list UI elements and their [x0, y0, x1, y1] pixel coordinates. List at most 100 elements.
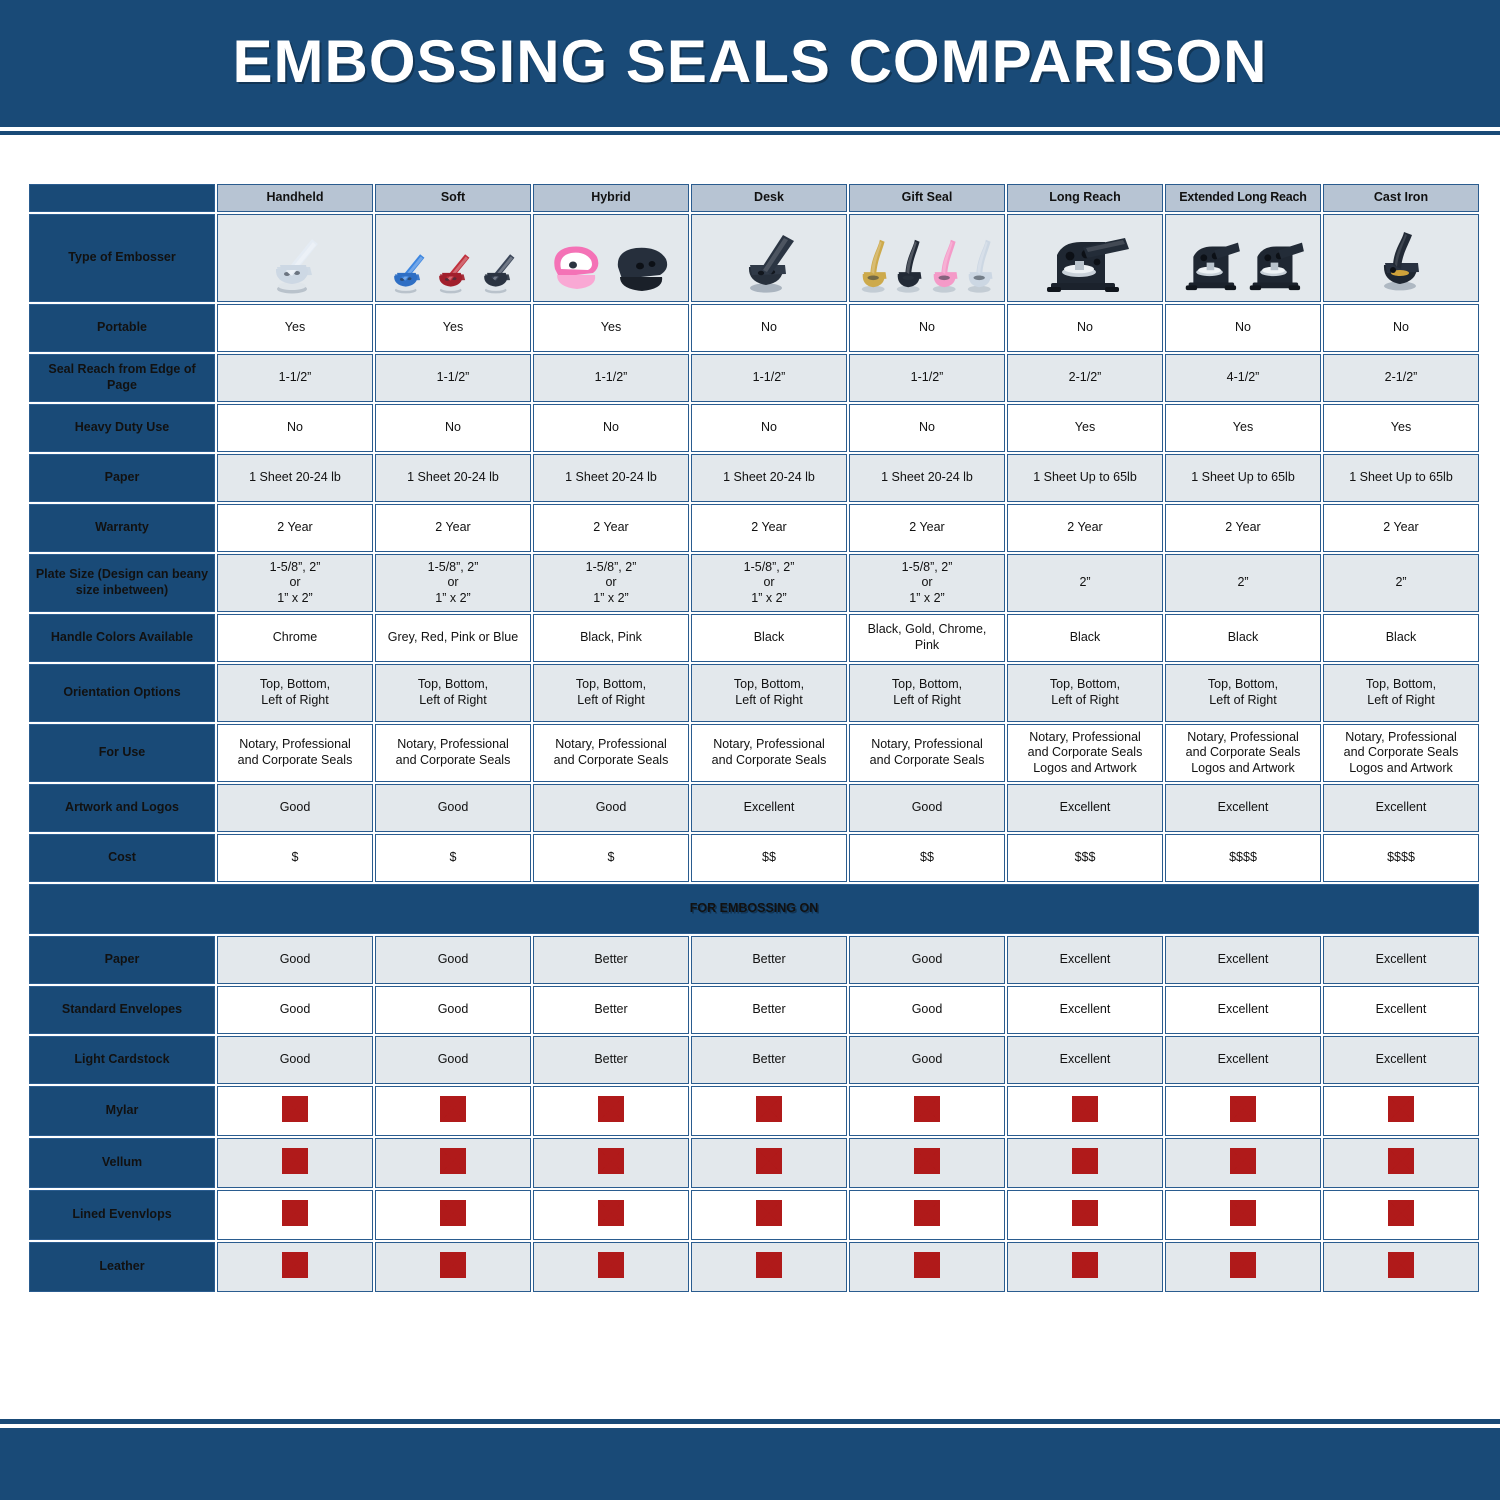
cell-type-of-embosser-cast-iron [1323, 214, 1479, 302]
row-label-heavy-duty-use: Heavy Duty Use [29, 404, 215, 452]
cell-mylar-extended-long-reach [1165, 1086, 1321, 1136]
table-row-leather: Leather [29, 1242, 1479, 1292]
cell-mylar-handheld [217, 1086, 373, 1136]
x-mark-icon [598, 1147, 624, 1174]
cell-type-of-embosser-long-reach [1007, 214, 1163, 302]
cell-type-of-embosser-soft [375, 214, 531, 302]
cell-lined-evenvlops-cast-iron [1323, 1190, 1479, 1240]
cell-cost-cast-iron: $$$$ [1323, 834, 1479, 882]
cell-handle-colors-available-extended-long-reach: Black [1165, 614, 1321, 662]
cell-portable-desk: No [691, 304, 847, 352]
cell-mylar-gift-seal [849, 1086, 1005, 1136]
x-mark-icon [440, 1095, 466, 1122]
comparison-table: Handheld Soft Hybrid Desk Gift Seal Long… [27, 182, 1481, 1294]
cell-mylar-cast-iron [1323, 1086, 1479, 1136]
table-row-warranty: Warranty 2 Year 2 Year 2 Year 2 Year 2 Year 2 … [29, 504, 1479, 552]
row-label-cost: Cost [29, 834, 215, 882]
row-label-mylar: Mylar [29, 1086, 215, 1136]
cell-cost-handheld: $ [217, 834, 373, 882]
cell-orientation-options-desk: Top, Bottom, Left of Right [691, 664, 847, 722]
table-row-light-cardstock: Light Cardstock Good Good Better Better Good E… [29, 1036, 1479, 1084]
cell-heavy-duty-use-soft: No [375, 404, 531, 452]
cell-cost-desk: $$ [691, 834, 847, 882]
cell-artwork-and-logos-hybrid: Good [533, 784, 689, 832]
cast-iron-embosser-image [1328, 221, 1474, 295]
table-row-artwork-and-logos: Artwork and Logos Good Good Good Excellent Go… [29, 784, 1479, 832]
row-label-paper: Paper [29, 454, 215, 502]
long-reach-embosser-image [1012, 221, 1158, 295]
table-row-paper: Paper 1 Sheet 20-24 lb 1 Sheet 20-24 lb 1 S… [29, 454, 1479, 502]
cell-paper-handheld: Good [217, 936, 373, 984]
cell-light-cardstock-gift-seal: Good [849, 1036, 1005, 1084]
cell-type-of-embosser-gift-seal [849, 214, 1005, 302]
comparison-table-wrapper: Handheld Soft Hybrid Desk Gift Seal Long… [27, 182, 1479, 1294]
cell-lined-evenvlops-hybrid [533, 1190, 689, 1240]
cell-light-cardstock-desk: Better [691, 1036, 847, 1084]
table-header: Handheld Soft Hybrid Desk Gift Seal Long… [29, 184, 1479, 212]
row-label-plate-size-design-can-beany-size-inbetween: Plate Size (Design can beany size inbetw… [29, 554, 215, 612]
cell-light-cardstock-cast-iron: Excellent [1323, 1036, 1479, 1084]
cell-lined-evenvlops-desk [691, 1190, 847, 1240]
cell-for-use-handheld: Notary, Professional and Corporate Seals [217, 724, 373, 782]
cell-seal-reach-from-edge-of-page-gift-seal: 1-1/2” [849, 354, 1005, 402]
column-header-long-reach: Long Reach [1007, 184, 1163, 212]
cell-lined-evenvlops-long-reach [1007, 1190, 1163, 1240]
x-mark-icon [282, 1147, 308, 1174]
extended-long-reach-embossers-image [1170, 221, 1316, 295]
row-label-seal-reach-from-edge-of-page: Seal Reach from Edge of Page [29, 354, 215, 402]
x-mark-icon [1230, 1199, 1256, 1226]
cell-plate-size-design-can-beany-size-inbetween-desk: 1-5/8”, 2” or 1” x 2” [691, 554, 847, 612]
x-mark-icon [1388, 1147, 1414, 1174]
cell-seal-reach-from-edge-of-page-long-reach: 2-1/2” [1007, 354, 1163, 402]
cell-cost-soft: $ [375, 834, 531, 882]
cell-standard-envelopes-long-reach: Excellent [1007, 986, 1163, 1034]
cell-artwork-and-logos-long-reach: Excellent [1007, 784, 1163, 832]
x-mark-icon [756, 1147, 782, 1174]
cell-vellum-cast-iron [1323, 1138, 1479, 1188]
cell-paper-desk: Better [691, 936, 847, 984]
cell-orientation-options-handheld: Top, Bottom, Left of Right [217, 664, 373, 722]
cell-paper-extended-long-reach: 1 Sheet Up to 65lb [1165, 454, 1321, 502]
cell-warranty-desk: 2 Year [691, 504, 847, 552]
cell-mylar-soft [375, 1086, 531, 1136]
table-header-row: Handheld Soft Hybrid Desk Gift Seal Long… [29, 184, 1479, 212]
cell-for-use-desk: Notary, Professional and Corporate Seals [691, 724, 847, 782]
cell-warranty-hybrid: 2 Year [533, 504, 689, 552]
cell-type-of-embosser-hybrid [533, 214, 689, 302]
cell-lined-evenvlops-gift-seal [849, 1190, 1005, 1240]
table-row-lined-evenvlops: Lined Evenvlops [29, 1190, 1479, 1240]
cell-artwork-and-logos-desk: Excellent [691, 784, 847, 832]
table-row-seal-reach-from-edge-of-page: Seal Reach from Edge of Page 1-1/2” 1-1/2”… [29, 354, 1479, 402]
cell-handle-colors-available-long-reach: Black [1007, 614, 1163, 662]
row-label-type-of-embosser: Type of Embosser [29, 214, 215, 302]
x-mark-icon [1388, 1095, 1414, 1122]
cell-leather-handheld [217, 1242, 373, 1292]
cell-portable-long-reach: No [1007, 304, 1163, 352]
column-header-handheld: Handheld [217, 184, 373, 212]
cell-artwork-and-logos-cast-iron: Excellent [1323, 784, 1479, 832]
cell-cost-long-reach: $$$ [1007, 834, 1163, 882]
cell-vellum-desk [691, 1138, 847, 1188]
cell-portable-extended-long-reach: No [1165, 304, 1321, 352]
cell-plate-size-design-can-beany-size-inbetween-soft: 1-5/8”, 2” or 1” x 2” [375, 554, 531, 612]
cell-orientation-options-long-reach: Top, Bottom, Left of Right [1007, 664, 1163, 722]
cell-lined-evenvlops-extended-long-reach [1165, 1190, 1321, 1240]
x-mark-icon [598, 1251, 624, 1278]
row-label-lined-evenvlops: Lined Evenvlops [29, 1190, 215, 1240]
row-label-vellum: Vellum [29, 1138, 215, 1188]
cell-artwork-and-logos-handheld: Good [217, 784, 373, 832]
cell-paper-gift-seal: 1 Sheet 20-24 lb [849, 454, 1005, 502]
cell-heavy-duty-use-extended-long-reach: Yes [1165, 404, 1321, 452]
header-divider-top [0, 122, 1500, 127]
cell-standard-envelopes-hybrid: Better [533, 986, 689, 1034]
cell-plate-size-design-can-beany-size-inbetween-cast-iron: 2” [1323, 554, 1479, 612]
x-mark-icon [1072, 1147, 1098, 1174]
x-mark-icon [914, 1199, 940, 1226]
header-divider-middle [0, 127, 1500, 131]
cell-leather-soft [375, 1242, 531, 1292]
table-row-heavy-duty-use: Heavy Duty Use No No No No No Yes Yes Yes [29, 404, 1479, 452]
cell-cost-gift-seal: $$ [849, 834, 1005, 882]
page-title: EMBOSSING SEALS COMPARISON [232, 27, 1268, 95]
page-header-band: EMBOSSING SEALS COMPARISON [0, 0, 1500, 122]
